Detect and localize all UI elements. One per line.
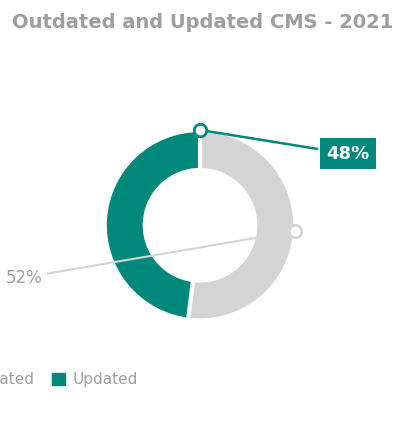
Legend: Outdated, Updated: Outdated, Updated (0, 365, 145, 395)
Wedge shape (188, 130, 295, 320)
Text: Outdated and Updated CMS - 2021: Outdated and Updated CMS - 2021 (12, 13, 393, 32)
Text: 52%: 52% (6, 232, 292, 287)
Wedge shape (105, 130, 200, 320)
Text: 48%: 48% (203, 130, 369, 163)
